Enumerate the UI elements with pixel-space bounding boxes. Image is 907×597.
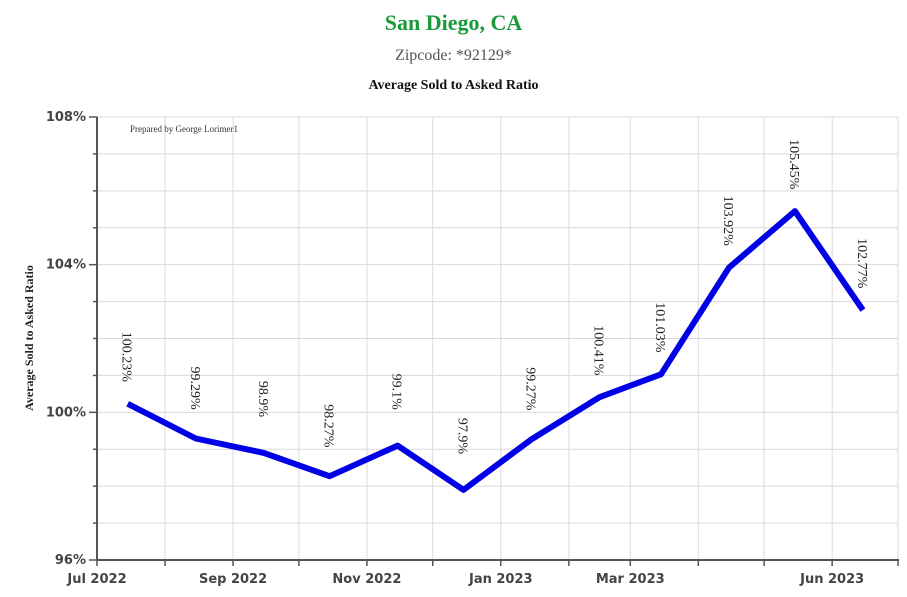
x-tick-label: Mar 2023 <box>596 572 665 587</box>
axes: 96% 100% 104% 108% Jul 2022 Sep 2022 Nov 2022 J… <box>46 110 899 587</box>
data-label: 99.29% <box>187 367 202 411</box>
x-tick-label: Nov 2022 <box>332 572 401 587</box>
x-tick-label: Sep 2022 <box>199 572 267 587</box>
y-tick-label: 108% <box>46 110 86 125</box>
data-label: 99.27% <box>523 367 538 411</box>
data-label: 97.9% <box>455 418 470 455</box>
data-label: 98.27% <box>321 404 336 448</box>
x-tick-label: Jun 2023 <box>799 572 864 587</box>
data-label: 103.92% <box>720 196 735 247</box>
chart-location-title: San Diego, CA <box>384 10 523 35</box>
series-layer <box>126 208 866 493</box>
y-tick-label: 96% <box>55 553 86 568</box>
series-line <box>126 208 866 493</box>
x-tick-label: Jul 2022 <box>66 572 126 587</box>
y-axis-title: Average Sold to Asked Ratio <box>22 265 36 411</box>
data-label: 101.03% <box>652 302 667 353</box>
grid-lines <box>96 116 899 561</box>
x-tick-label: Jan 2023 <box>468 572 533 587</box>
data-label: 100.41% <box>591 325 606 376</box>
chart-metric-title: Average Sold to Asked Ratio <box>368 78 539 93</box>
data-label: 99.1% <box>389 374 404 411</box>
data-label: 102.77% <box>854 238 869 289</box>
data-label: 105.45% <box>786 139 801 190</box>
y-tick-label: 104% <box>46 258 86 273</box>
data-label: 98.9% <box>255 381 270 418</box>
chart-zipcode-subtitle: Zipcode: *92129* <box>395 47 512 64</box>
data-label: 100.23% <box>119 332 134 383</box>
data-labels: 100.23% 99.29% 98.9% 98.27% 99.1% 97.9% 99.27%… <box>119 139 869 454</box>
credit-text: Prepared by George Lorimer1 <box>130 124 238 134</box>
y-tick-label: 100% <box>46 405 86 420</box>
